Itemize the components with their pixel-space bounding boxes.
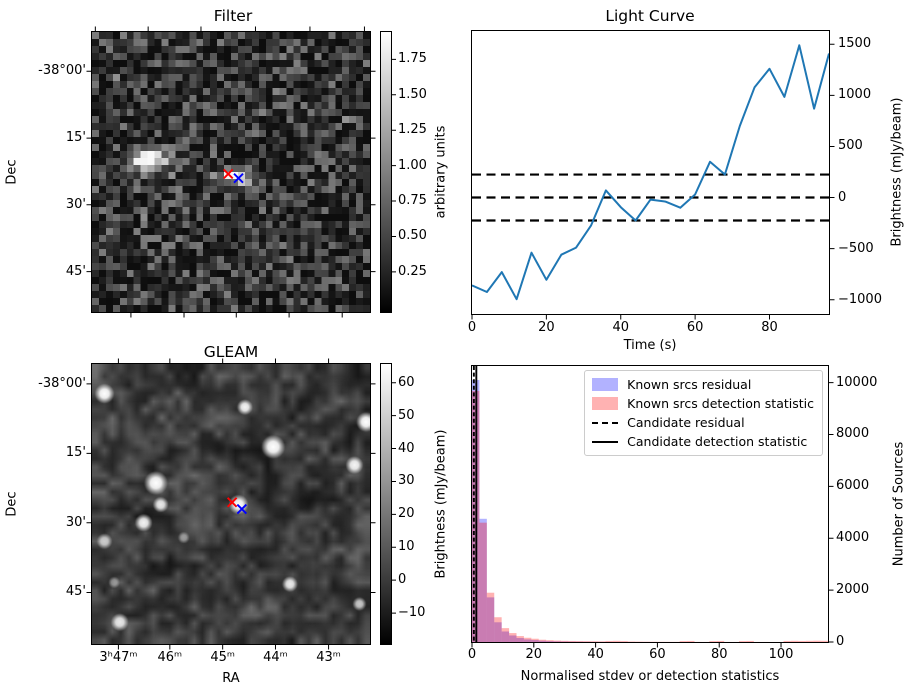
filter-colorbar-tick-label: 1.00	[398, 157, 427, 173]
filter-colorbar-tick-label: 0.50	[398, 228, 427, 244]
filter-y-axis-label: Dec	[4, 159, 20, 185]
histogram-x-tick-label: 100	[768, 647, 794, 662]
gleam-x-tick-label: 46ᵐ	[157, 650, 183, 665]
gleam-colorbar-tick-label: 0	[398, 572, 407, 588]
lightcurve-x-tick-label: 0	[467, 320, 477, 335]
gleam-plot	[91, 363, 371, 645]
gleam-colorbar-tick-label: 60	[398, 374, 415, 390]
legend-label: Candidate residual	[627, 415, 745, 430]
legend-item: Candidate detection statistic	[592, 432, 814, 451]
gleam-y-tick-label: -38°00'	[38, 375, 86, 391]
gleam-colorbar	[380, 363, 392, 645]
filter-y-tick-label: 15'	[65, 130, 86, 146]
histogram-y-tick-label: 4000	[836, 530, 870, 546]
histogram-y-tick-label: 8000	[836, 426, 870, 442]
legend-label: Known srcs residual	[627, 377, 752, 392]
gleam-colorbar-label: Brightness (mJy/beam)	[433, 429, 449, 579]
lightcurve-plot	[471, 30, 830, 315]
filter-plot	[91, 31, 371, 313]
histogram-y-tick-label: 2000	[836, 582, 870, 598]
gleam-y-tick-label: 45'	[65, 584, 86, 600]
filter-colorbar-label: arbitrary units	[433, 125, 449, 219]
red-x-marker-icon	[226, 497, 238, 508]
filter-colorbar-tick-label: 1.75	[398, 51, 427, 67]
legend-label: Candidate detection statistic	[627, 434, 808, 449]
filter-colorbar-tick-label: 0.25	[398, 263, 427, 279]
red-x-marker-icon	[223, 168, 234, 180]
lightcurve-x-axis-label: Time (s)	[623, 338, 677, 353]
filter-colorbar	[380, 31, 392, 313]
lightcurve-y-tick-label: −500	[838, 240, 874, 256]
histogram-x-tick-label: 40	[587, 647, 604, 662]
gleam-x-tick-label: 45ᵐ	[210, 650, 235, 665]
legend-item: Candidate residual	[592, 413, 814, 432]
histogram-x-tick-label: 80	[710, 647, 728, 662]
lightcurve-y-tick-label: 1000	[838, 87, 872, 103]
gleam-colorbar-tick-label: 40	[398, 440, 415, 456]
lightcurve-y-tick-label: −1000	[838, 291, 882, 307]
histogram-x-tick-label: 60	[649, 647, 666, 662]
lightcurve-x-tick-label: 60	[686, 320, 704, 335]
filter-colorbar-tick-label: 1.25	[398, 122, 427, 138]
gleam-x-tick-label: 44ᵐ	[263, 650, 288, 665]
histogram-x-axis-label: Normalised stdev or detection statistics	[520, 669, 780, 684]
filter-y-tick-label: 30'	[65, 196, 86, 212]
lightcurve-x-tick-label: 20	[538, 320, 555, 335]
blue-x-marker-icon	[233, 172, 244, 184]
lightcurve-x-tick-label: 80	[761, 320, 778, 335]
gleam-colorbar-tick-label: 10	[398, 539, 415, 555]
legend: Known srcs residual Known srcs detection …	[584, 370, 823, 456]
legend-line-swatch	[592, 421, 619, 424]
gleam-colorbar-tick-label: 30	[398, 473, 415, 489]
gleam-colorbar-tick-label: 50	[398, 407, 415, 423]
legend-item: Known srcs detection statistic	[592, 394, 814, 413]
histogram-y-tick-label: 10000	[836, 374, 878, 390]
gleam-x-axis-label: RA	[222, 671, 240, 686]
lightcurve-y-axis-label: Brightness (mJy/beam)	[889, 97, 905, 247]
legend-patch-swatch	[592, 378, 619, 391]
histogram-y-axis-label: Number of Sources	[891, 441, 907, 567]
legend-patch-swatch	[592, 397, 619, 410]
gleam-title: GLEAM	[203, 343, 259, 361]
legend-line-swatch	[592, 440, 619, 443]
lightcurve-title: Light Curve	[605, 7, 695, 25]
filter-colorbar-tick-label: 0.75	[398, 193, 427, 209]
gleam-y-tick-label: 15'	[65, 445, 86, 461]
lightcurve-x-tick-label: 40	[612, 320, 630, 335]
lightcurve-series	[472, 44, 829, 301]
blue-x-marker-icon	[236, 503, 248, 515]
lightcurve-line	[472, 44, 829, 301]
gleam-x-tick-label: 3ʰ47ᵐ	[99, 650, 138, 665]
lightcurve-y-tick-label: 500	[838, 138, 863, 154]
legend-label: Known srcs detection statistic	[627, 396, 814, 411]
histogram-y-tick-label: 6000	[836, 478, 870, 494]
gleam-colorbar-tick-label: 20	[398, 506, 415, 522]
histogram-x-tick-label: 20	[525, 647, 543, 662]
filter-title: Filter	[213, 7, 253, 25]
lightcurve-y-tick-label: 1500	[838, 36, 872, 52]
gleam-candidate-markers	[226, 497, 248, 515]
legend-item: Known srcs residual	[592, 375, 814, 394]
gleam-y-tick-label: 30'	[65, 514, 86, 530]
filter-candidate-markers	[223, 168, 244, 184]
histogram-y-tick-label: 0	[836, 634, 845, 649]
histogram-plot: Known srcs residual Known srcs detection …	[471, 365, 829, 643]
lightcurve-y-tick-label: 0	[838, 189, 847, 205]
gleam-colorbar-tick-label: −10	[398, 605, 426, 621]
gleam-x-tick-label: 43ᵐ	[316, 650, 341, 665]
filter-y-tick-label: -38°00'	[38, 63, 86, 79]
filter-y-tick-label: 45'	[65, 263, 86, 279]
histogram-x-tick-label: 0	[467, 647, 477, 662]
gleam-y-axis-label: Dec	[4, 491, 20, 517]
filter-colorbar-tick-label: 1.50	[398, 86, 427, 102]
